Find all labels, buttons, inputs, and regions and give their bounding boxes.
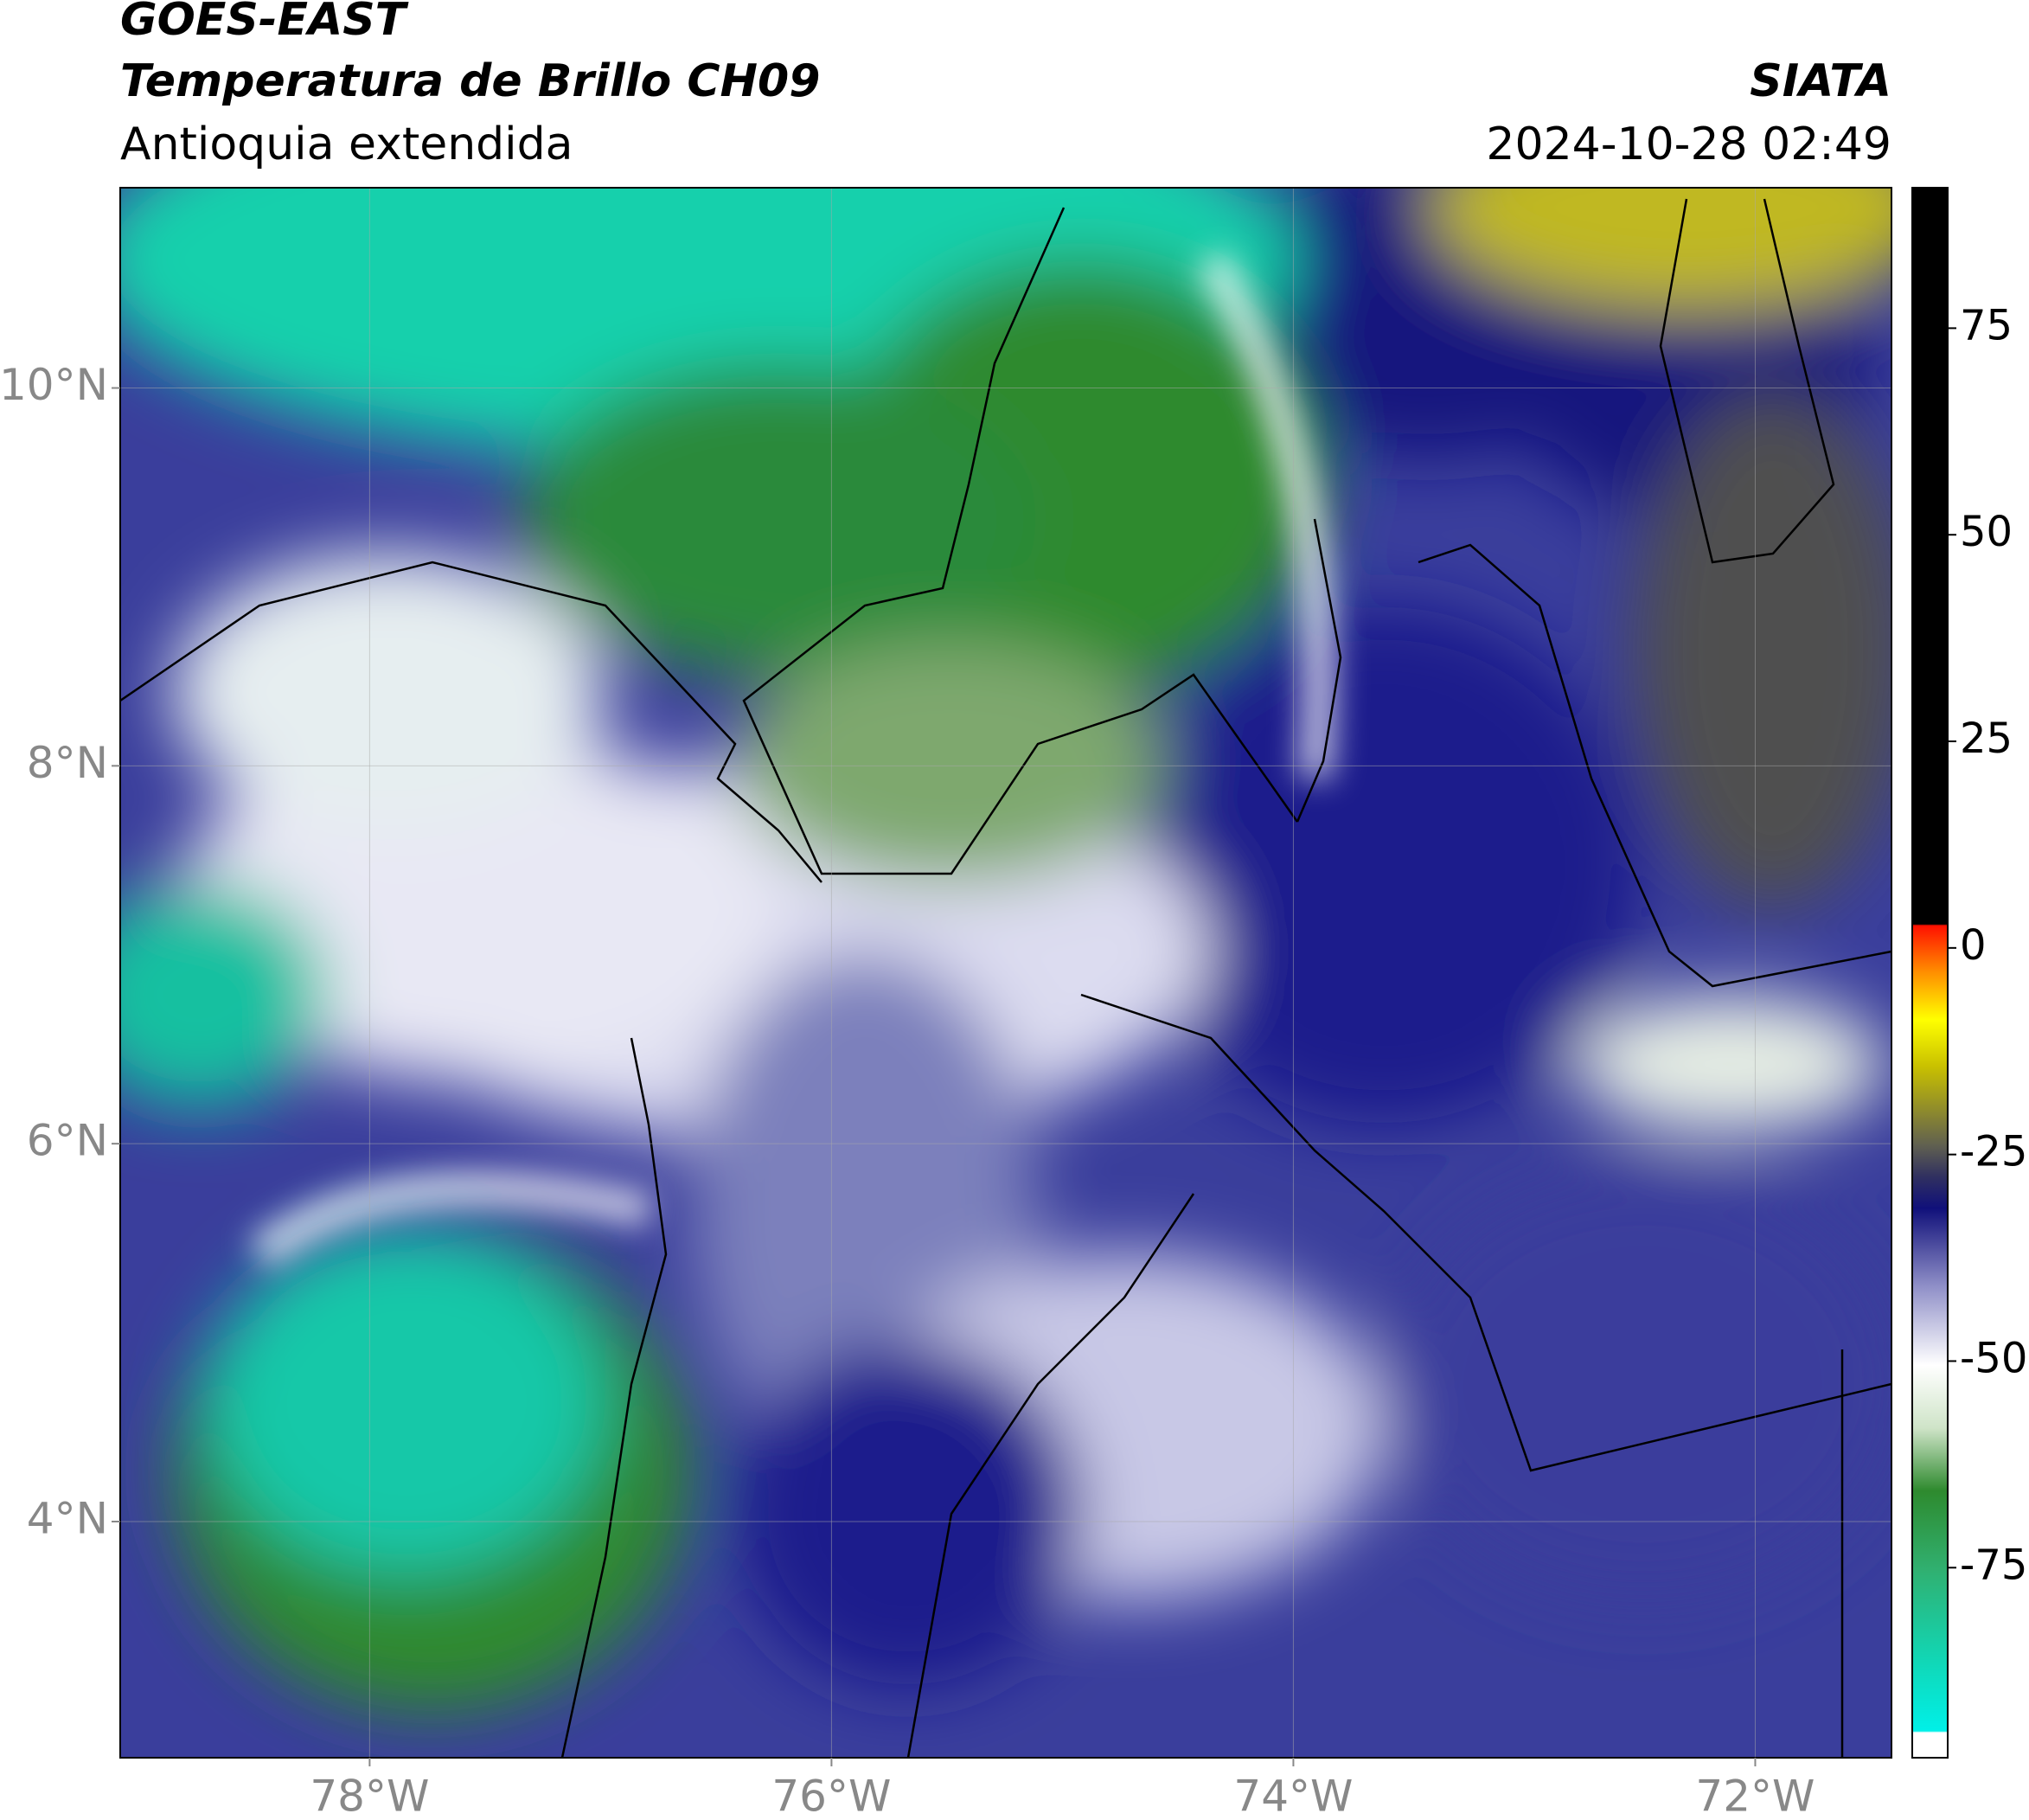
x-tick-label: 78°W <box>310 1772 429 1817</box>
source: SIATA <box>1750 55 1891 107</box>
colorbar-tick-label: 50 <box>1960 508 2013 556</box>
x-tick-label: 72°W <box>1695 1772 1815 1817</box>
colorbar-tick-label: 75 <box>1960 301 2013 349</box>
y-tick-label: 10°N <box>0 360 108 410</box>
x-tick-label: 74°W <box>1233 1772 1353 1817</box>
colorbar-tick-label: -75 <box>1960 1541 2027 1589</box>
colorbar-tick-label: -50 <box>1960 1334 2027 1382</box>
timestamp: 2024-10-28 02:49 <box>1486 119 1891 170</box>
colorbar <box>1911 187 1949 1759</box>
satellite-image <box>120 188 1891 1758</box>
colorbar-tick-label: 0 <box>1960 921 1987 970</box>
x-tick-label: 76°W <box>771 1772 891 1817</box>
y-tick-label: 8°N <box>27 738 108 788</box>
title: GOES-EAST <box>120 0 409 46</box>
map-frame <box>119 187 1892 1759</box>
y-tick-label: 6°N <box>27 1116 108 1166</box>
graticule <box>120 188 1891 1758</box>
colorbar-tick-label: -25 <box>1960 1128 2027 1176</box>
subtitle: Temperatura de Brillo CH09 <box>120 55 820 107</box>
colorbar-tick-label: 25 <box>1960 715 2013 763</box>
y-tick-label: 4°N <box>27 1493 108 1543</box>
boundaries <box>120 198 1891 1758</box>
region: Antioquia extendida <box>120 119 573 170</box>
